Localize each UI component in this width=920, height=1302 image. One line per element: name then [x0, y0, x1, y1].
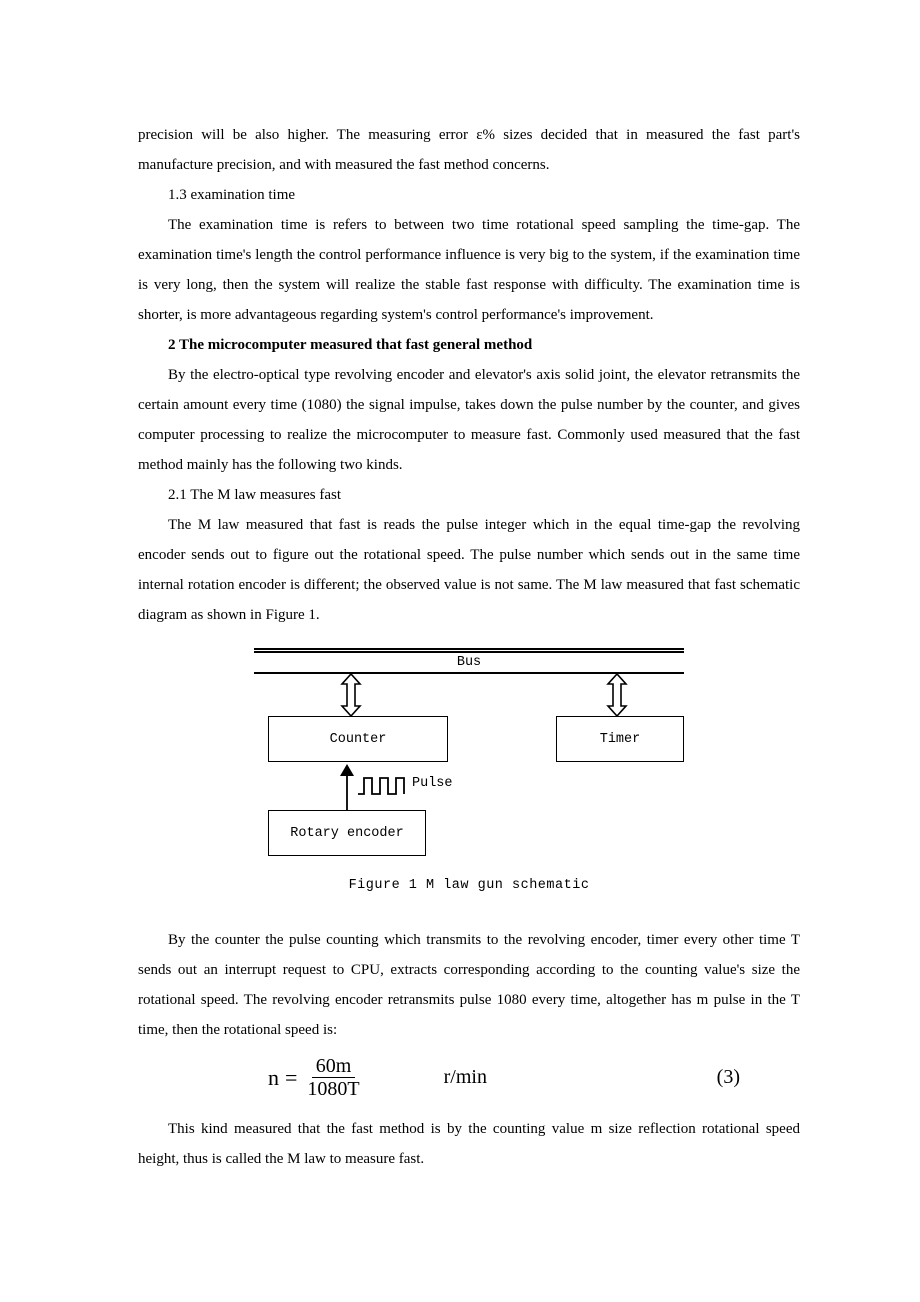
heading-2: 2 The microcomputer measured that fast g…	[138, 330, 800, 360]
paragraph-method-intro: By the electro-optical type revolving en…	[138, 360, 800, 480]
bus-top-line	[254, 648, 684, 653]
figure-1-caption: Figure 1 M law gun schematic	[138, 878, 800, 893]
formula-lhs: n	[268, 1065, 279, 1091]
encoder-to-counter-arrow-icon	[338, 764, 356, 810]
rotary-encoder-box: Rotary encoder	[268, 810, 426, 856]
timer-box: Timer	[556, 716, 684, 762]
counter-box-label: Counter	[330, 732, 387, 747]
formula-unit: r/min	[444, 1066, 487, 1089]
timer-bus-arrow-icon	[604, 674, 630, 716]
figure-1-diagram: Bus Counter Timer	[254, 648, 684, 858]
pulse-row: Pulse	[254, 764, 684, 810]
paragraph-continued: precision will be also higher. The measu…	[138, 120, 800, 180]
counter-box: Counter	[268, 716, 448, 762]
bus-label: Bus	[254, 655, 684, 670]
formula-3: n = 60m 1080T r/min (3)	[138, 1055, 800, 1100]
pulse-waveform-icon	[358, 776, 406, 796]
bidir-arrows-row	[254, 674, 684, 716]
paragraph-m-law-summary: This kind measured that the fast method …	[138, 1114, 800, 1174]
heading-1-3: 1.3 examination time	[138, 180, 800, 210]
counter-bus-arrow-icon	[338, 674, 364, 716]
heading-2-1: 2.1 The M law measures fast	[138, 480, 800, 510]
encoder-row: Rotary encoder	[254, 810, 684, 858]
formula-denominator: 1080T	[303, 1078, 363, 1100]
paragraph-m-law: The M law measured that fast is reads th…	[138, 510, 800, 630]
paragraph-exam-time: The examination time is refers to betwee…	[138, 210, 800, 330]
timer-box-label: Timer	[600, 732, 641, 747]
pulse-label: Pulse	[412, 776, 453, 791]
boxes-row: Counter Timer	[254, 716, 684, 764]
formula-numerator: 60m	[312, 1055, 356, 1078]
paragraph-formula-intro: By the counter the pulse counting which …	[138, 925, 800, 1045]
formula-equals: =	[285, 1065, 297, 1091]
rotary-encoder-label: Rotary encoder	[290, 826, 403, 841]
formula-fraction: 60m 1080T	[303, 1055, 363, 1100]
formula-equation-number: (3)	[717, 1066, 800, 1089]
